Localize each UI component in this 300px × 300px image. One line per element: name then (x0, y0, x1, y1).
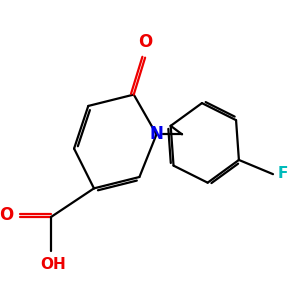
Text: O: O (0, 206, 13, 224)
Text: OH: OH (40, 256, 66, 272)
Text: O: O (139, 33, 153, 51)
Text: N: N (149, 125, 164, 143)
Text: F: F (277, 166, 288, 181)
